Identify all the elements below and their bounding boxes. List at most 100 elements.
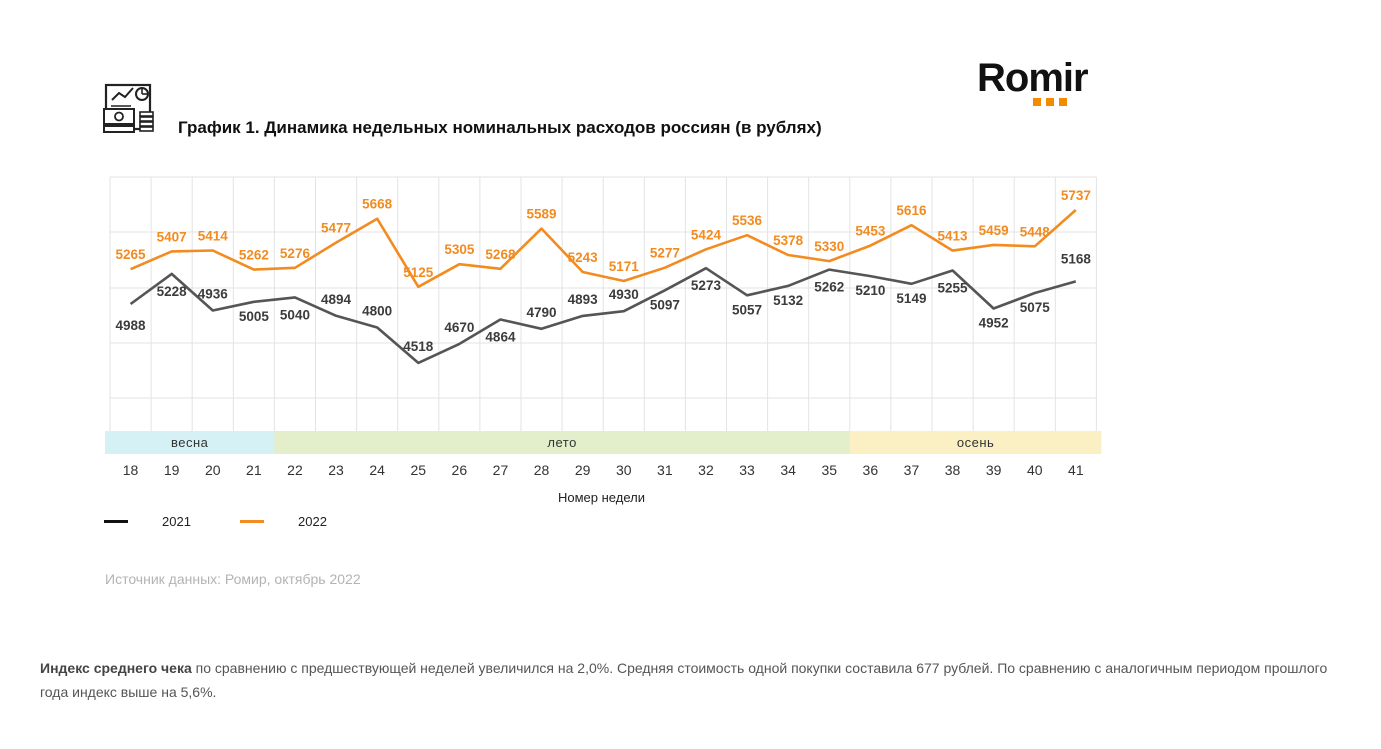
x-tick-label: 25 [410,462,426,478]
data-label-2022: 5305 [444,242,475,257]
logo-text: Romir [977,56,1089,100]
legend-swatch-2021 [104,520,128,523]
data-label-2021: 4936 [198,286,229,301]
x-tick-label: 22 [287,462,303,478]
data-label-2021: 5132 [773,293,803,308]
data-label-2021: 5255 [938,280,969,295]
season-bands: весна лето осень [105,431,1102,454]
data-label-2022: 5737 [1061,188,1091,203]
footer-body: по сравнению с предшествующей неделей ув… [40,660,1328,700]
season-band [105,431,275,454]
x-tick-label: 40 [1027,462,1043,478]
x-tick-label: 27 [493,462,509,478]
data-label-2022: 5407 [157,229,187,244]
data-label-2021: 5168 [1061,251,1092,266]
data-label-2022: 5589 [527,207,557,222]
data-label-2022: 5668 [362,197,393,212]
data-label-2021: 4988 [116,318,147,333]
data-label-2021: 5228 [157,284,188,299]
data-label-2021: 4952 [979,315,1009,330]
x-tick-label: 32 [698,462,714,478]
season-label: осень [957,435,994,450]
data-label-2022: 5414 [198,229,229,244]
x-tick-label: 29 [575,462,591,478]
data-labels: 4988 5228 4936 5005 5040 4894 4800 4518 4670 4864… [116,188,1092,354]
data-label-2022: 5125 [403,265,434,280]
data-label-2021: 5273 [691,278,722,293]
data-label-2022: 5413 [938,229,969,244]
x-tick-label: 39 [986,462,1002,478]
x-tick-label: 19 [164,462,180,478]
data-label-2021: 4930 [609,287,639,302]
chart-grid [109,176,1097,453]
series-line-2022 [130,209,1077,289]
x-tick-label: 24 [369,462,385,478]
data-source: Источник данных: Ромир, октябрь 2022 [105,571,361,587]
data-label-2022: 5448 [1020,224,1051,239]
data-label-2021: 5262 [814,280,844,295]
data-label-2022: 5262 [239,248,269,263]
data-label-2021: 4790 [527,305,557,320]
series-lines [129,209,1077,365]
x-tick-label: 20 [205,462,221,478]
series-line-2021 [129,266,1077,365]
finance-report-icon [103,83,154,133]
data-label-2021: 5097 [650,297,680,312]
data-label-2022: 5268 [485,247,516,262]
season-band [849,431,1102,454]
season-band [274,431,850,454]
x-tick-label: 37 [904,462,920,478]
x-tick-labels: 18 19 20 21 22 23 24 25 26 27 28 29 30 31 32 33 34 35 36 37… [123,462,1084,478]
data-label-2021: 4864 [485,330,516,345]
x-axis-label: Номер недели [558,490,645,505]
data-label-2022: 5276 [280,246,311,261]
x-tick-label: 26 [452,462,468,478]
x-tick-label: 31 [657,462,673,478]
chart-title: График 1. Динамика недельных номинальных… [178,118,822,137]
data-label-2021: 5149 [896,291,926,306]
data-label-2022: 5378 [773,233,804,248]
x-tick-label: 41 [1068,462,1084,478]
data-label-2022: 5277 [650,246,680,261]
data-label-2022: 5453 [855,224,886,239]
data-label-2021: 5040 [280,307,310,322]
data-label-2021: 5210 [855,283,885,298]
data-label-2021: 4518 [403,339,434,354]
x-tick-label: 38 [945,462,961,478]
data-label-2021: 4800 [362,304,392,319]
x-tick-label: 36 [863,462,879,478]
data-label-2021: 4893 [568,292,599,307]
data-label-2021: 5005 [239,309,270,324]
data-label-2022: 5424 [691,227,722,242]
x-tick-label: 35 [821,462,837,478]
romir-logo: Romir [975,56,1105,112]
logo-dots [1033,98,1067,106]
legend-item-2022: 2022 [240,514,327,529]
footer-text: Индекс среднего чека по сравнению с пред… [40,656,1340,704]
data-label-2021: 5075 [1020,300,1051,315]
footer-bold: Индекс среднего чека [40,660,192,676]
legend-label-2021: 2021 [162,514,191,529]
legend-label-2022: 2022 [298,514,327,529]
data-label-2021: 4894 [321,292,352,307]
legend-item-2021: 2021 [104,514,191,529]
x-tick-label: 33 [739,462,755,478]
x-tick-label: 23 [328,462,344,478]
line-chart: весна лето осень 18 19 20 21 22 23 24 25 26 27 28 29 3… [105,176,1102,478]
data-label-2022: 5616 [896,203,927,218]
data-label-2022: 5536 [732,213,763,228]
x-tick-label: 34 [780,462,796,478]
data-label-2021: 5057 [732,302,762,317]
data-label-2022: 5477 [321,221,351,236]
data-label-2021: 4670 [444,320,474,335]
data-label-2022: 5171 [609,259,640,274]
data-label-2022: 5265 [116,247,147,262]
season-label: лето [547,435,576,450]
x-tick-label: 28 [534,462,550,478]
legend-swatch-2022 [240,520,264,523]
x-tick-label: 30 [616,462,632,478]
season-label: весна [171,435,209,450]
x-tick-label: 18 [123,462,139,478]
data-label-2022: 5459 [979,223,1009,238]
x-tick-label: 21 [246,462,262,478]
